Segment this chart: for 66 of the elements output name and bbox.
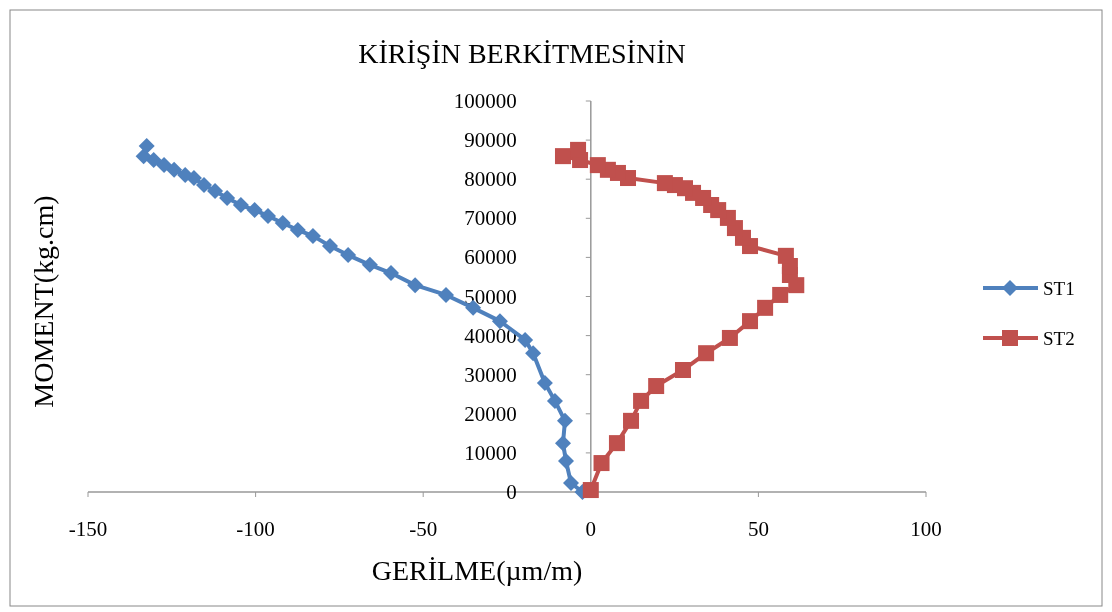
- point: [195, 177, 212, 194]
- point: [166, 161, 183, 178]
- y-tick-label: 100000: [453, 89, 517, 113]
- point: [556, 412, 573, 429]
- x-tick-label: -50: [409, 517, 438, 541]
- point: [582, 482, 599, 499]
- y-tick-label: 60000: [464, 245, 517, 270]
- x-tick-label: -150: [68, 517, 108, 541]
- point: [525, 345, 542, 362]
- point: [138, 137, 155, 154]
- y-tick-label: 50000: [464, 284, 517, 309]
- x-tick-label: -100: [236, 517, 275, 541]
- point: [589, 157, 606, 174]
- point: [608, 435, 625, 452]
- y-tick-label: 80000: [464, 167, 517, 192]
- y-axis-title: MOMENT(kg.cm): [28, 195, 59, 408]
- point: [246, 202, 263, 219]
- point: [274, 214, 291, 231]
- point: [361, 256, 378, 273]
- point: [437, 286, 454, 303]
- point: [593, 455, 610, 472]
- point: [536, 374, 553, 391]
- point: [757, 299, 774, 316]
- point: [554, 148, 571, 165]
- point: [648, 378, 665, 395]
- point: [407, 277, 424, 294]
- point: [656, 175, 673, 192]
- point: [558, 453, 574, 470]
- point: [383, 265, 400, 282]
- point: [491, 313, 508, 330]
- point: [633, 392, 650, 409]
- point: [304, 227, 321, 244]
- point: [260, 207, 276, 224]
- point: [721, 329, 738, 346]
- y-tick-label: 30000: [464, 362, 517, 387]
- x-tick-label: 50: [747, 517, 769, 541]
- point: [554, 435, 571, 452]
- x-tick-label: 0: [585, 517, 597, 541]
- point: [772, 286, 789, 303]
- point: [219, 189, 236, 206]
- point: [777, 247, 794, 264]
- point: [563, 475, 580, 492]
- point: [698, 345, 715, 362]
- point: [207, 182, 224, 199]
- point: [322, 238, 339, 255]
- legend-label: ST1: [1043, 278, 1075, 299]
- point: [546, 392, 563, 409]
- x-axis-title: GERİLME(µm/m): [371, 555, 583, 586]
- y-tick-label: 70000: [464, 206, 517, 231]
- point: [340, 247, 357, 264]
- point: [674, 362, 691, 379]
- y-tick-label: 90000: [464, 128, 517, 153]
- y-tick-label: 40000: [464, 323, 517, 348]
- point: [517, 331, 534, 348]
- y-tick-label: 0: [506, 480, 517, 504]
- x-tick-label: 100: [910, 517, 942, 541]
- y-tick-label: 20000: [464, 401, 517, 426]
- point: [623, 412, 640, 429]
- chart-title: KİRİŞİN BERKİTMESİNİN: [358, 38, 686, 69]
- point: [289, 222, 306, 239]
- point: [156, 157, 173, 174]
- y-tick-label: 10000: [464, 440, 517, 465]
- point: [232, 197, 249, 214]
- legend-label: ST2: [1043, 328, 1075, 349]
- point: [742, 313, 759, 330]
- point: [145, 152, 162, 169]
